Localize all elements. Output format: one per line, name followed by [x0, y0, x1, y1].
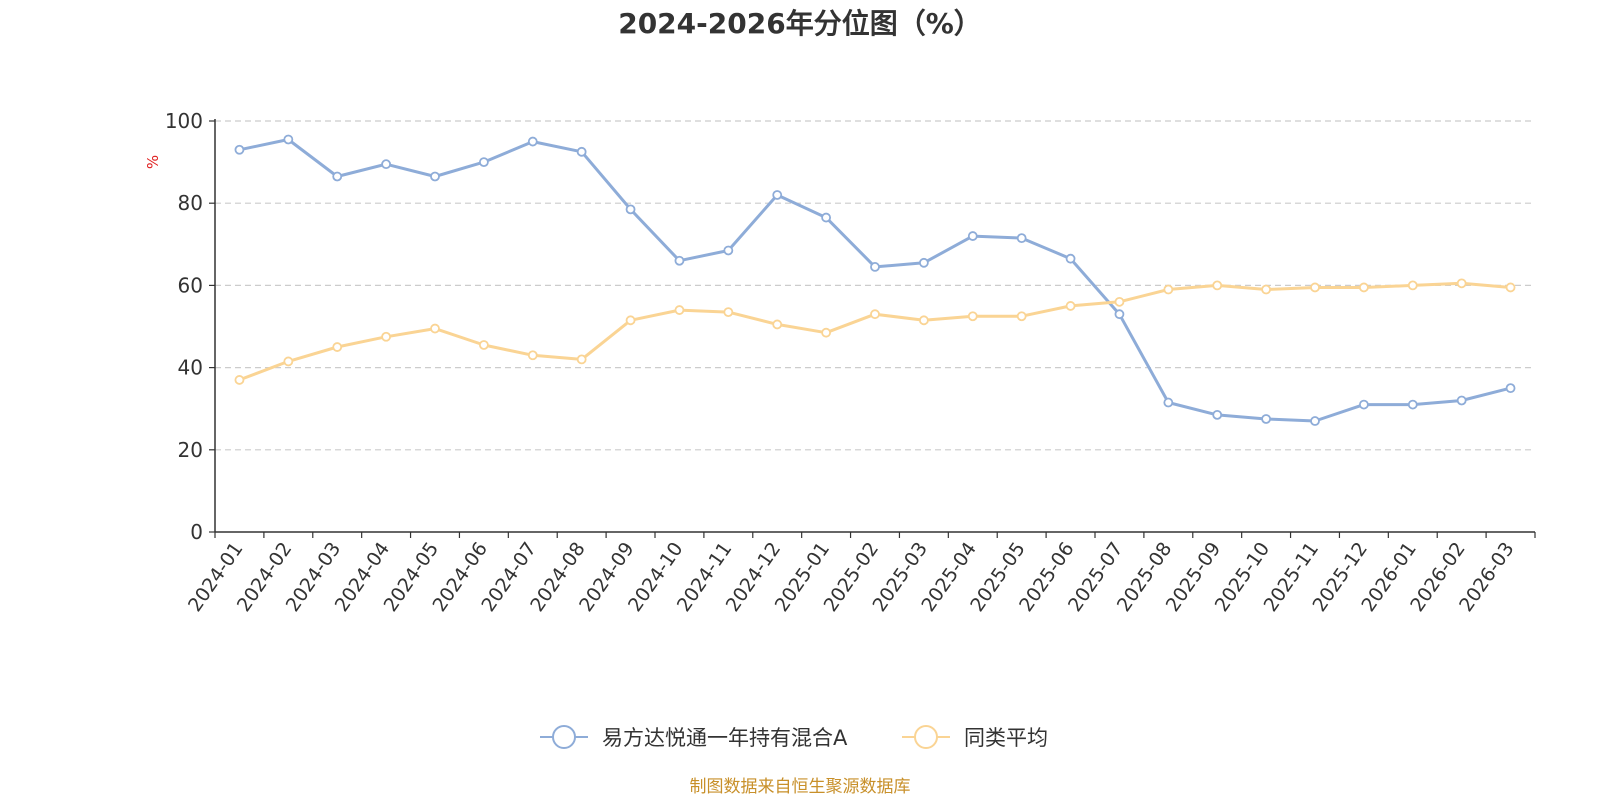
legend-item-1[interactable]: 易方达悦通一年持有混合A: [540, 725, 848, 750]
data-point: [381, 331, 392, 342]
data-point: [918, 257, 929, 268]
data-point: [1016, 311, 1027, 322]
data-point: [527, 350, 538, 361]
data-point: [772, 319, 783, 330]
data-point: [1310, 416, 1320, 426]
data-point: [1016, 233, 1027, 244]
data-point: [1065, 253, 1076, 264]
gridlines: [215, 120, 1535, 451]
data-point: [918, 315, 929, 326]
data-point: [1163, 284, 1174, 295]
legend-label: 同类平均: [964, 726, 1048, 750]
data-point: [478, 340, 489, 350]
data-point: [674, 255, 685, 266]
data-point: [967, 311, 978, 322]
series-2: [234, 278, 1516, 385]
data-point: [1310, 282, 1320, 293]
data-point: [1212, 280, 1223, 291]
data-point: [234, 144, 245, 155]
y-tick-label: 80: [178, 191, 203, 215]
data-point: [332, 342, 343, 352]
chart-title: 2024-2026年分位图（%）: [618, 7, 982, 40]
y-tick-label: 40: [178, 356, 203, 380]
data-point: [430, 171, 440, 182]
data-point: [674, 305, 685, 315]
series-1: [234, 134, 1516, 426]
data-point: [1065, 301, 1076, 311]
y-axis-unit-label: %: [144, 155, 162, 169]
data-point: [625, 315, 636, 326]
y-tick-label: 20: [178, 438, 203, 462]
data-point: [1407, 280, 1418, 291]
series-lines: [234, 134, 1516, 426]
series-line: [238, 281, 1511, 382]
data-point: [430, 323, 440, 334]
data-point: [821, 327, 832, 338]
data-point: [870, 262, 880, 272]
data-point: [576, 146, 587, 157]
data-point: [283, 356, 294, 367]
legend[interactable]: 易方达悦通一年持有混合A 同类平均: [540, 725, 1048, 750]
data-point: [1261, 414, 1272, 424]
data-point: [723, 245, 734, 256]
data-point: [772, 190, 783, 200]
data-point: [1456, 278, 1467, 289]
y-tick-label: 0: [190, 520, 203, 544]
legend-item-2[interactable]: 同类平均: [902, 725, 1048, 750]
data-point: [478, 157, 489, 168]
data-point: [870, 309, 880, 320]
data-point: [527, 136, 538, 147]
legend-label: 易方达悦通一年持有混合A: [602, 726, 848, 750]
data-point: [1505, 383, 1516, 394]
y-tick-label: 60: [178, 273, 203, 297]
data-point: [234, 375, 245, 385]
data-point: [283, 134, 294, 145]
data-point: [723, 307, 734, 318]
data-point: [576, 354, 587, 365]
legend-marker-icon: [914, 725, 938, 749]
y-tick-label: 100: [165, 109, 203, 133]
data-point: [967, 231, 978, 241]
data-point: [1358, 399, 1369, 410]
data-point: [1261, 284, 1272, 295]
data-point: [1407, 399, 1418, 410]
series-line: [239, 138, 1511, 423]
data-point: [381, 159, 392, 170]
data-point: [1212, 409, 1223, 420]
data-point: [625, 204, 636, 215]
data-point: [1505, 282, 1516, 293]
data-point: [1163, 397, 1174, 408]
data-point: [1358, 282, 1369, 293]
data-point: [1456, 395, 1467, 406]
data-point: [332, 171, 343, 182]
legend-marker-icon: [552, 725, 576, 749]
data-point: [821, 212, 832, 223]
axes: 0204060801002024-012024-022024-032024-04…: [165, 109, 1536, 616]
data-point: [1114, 296, 1125, 307]
data-point: [1114, 309, 1125, 320]
data-source-note: 制图数据来自恒生聚源数据库: [690, 777, 911, 797]
